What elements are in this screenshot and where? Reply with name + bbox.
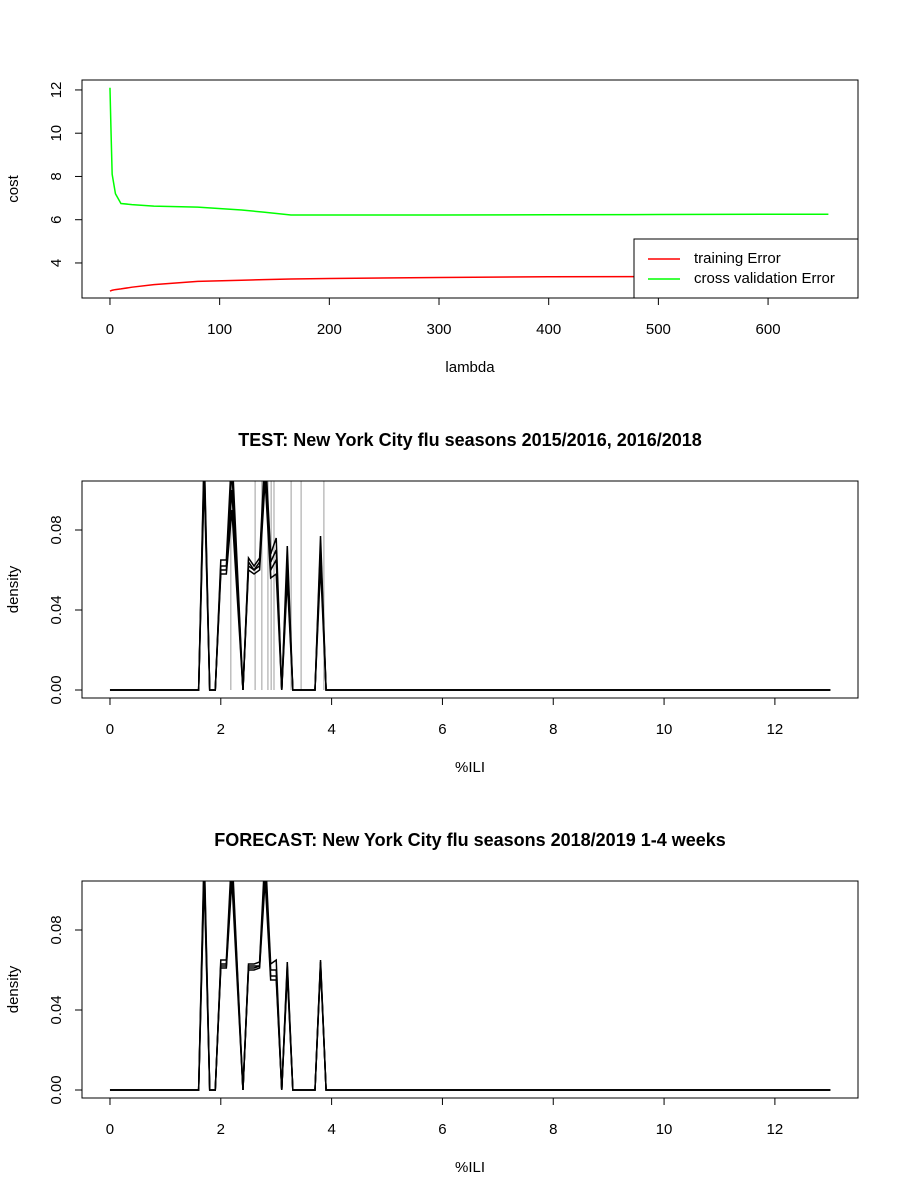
series-line [109, 881, 831, 1091]
x-tick-label: 2 [217, 1121, 225, 1138]
legend-label: training Error [694, 250, 781, 267]
legend-label: cross validation Error [694, 270, 835, 287]
y-tick-label: 12 [48, 82, 65, 99]
y-tick-label: 0.04 [48, 995, 65, 1024]
x-tick-label: 6 [438, 721, 446, 738]
legend-box [633, 238, 859, 299]
y-tick-label: 0.00 [48, 1075, 65, 1104]
x-tick-label: 200 [317, 321, 342, 338]
series-line [109, 481, 831, 691]
series-line [109, 481, 831, 691]
y-tick-label: 6 [48, 216, 65, 224]
x-axis-label: %ILI [455, 759, 485, 776]
series-line [109, 87, 829, 216]
plot-frame [81, 880, 859, 1099]
x-tick-label: 4 [327, 721, 335, 738]
x-axis-label: %ILI [455, 1159, 485, 1176]
chart-title: TEST: New York City flu seasons 2015/201… [238, 430, 702, 450]
x-tick-label: 4 [327, 1121, 335, 1138]
y-tick-label: 4 [48, 259, 65, 267]
y-tick-label: 0.04 [48, 595, 65, 624]
plot-area [109, 881, 831, 1091]
y-axis-label: density [5, 965, 22, 1013]
x-tick-label: 10 [656, 721, 673, 738]
plot-area [109, 481, 831, 691]
series-line [109, 881, 831, 1091]
x-tick-label: 0 [106, 721, 114, 738]
x-tick-label: 10 [656, 1121, 673, 1138]
plot-area [109, 87, 829, 292]
series-line [109, 881, 831, 1091]
y-tick-label: 8 [48, 172, 65, 180]
x-tick-label: 6 [438, 1121, 446, 1138]
y-axis-label: density [5, 565, 22, 613]
y-tick-label: 10 [48, 125, 65, 142]
x-tick-label: 300 [426, 321, 451, 338]
series-line [109, 481, 831, 691]
y-tick-label: 0.08 [48, 515, 65, 544]
x-tick-label: 0 [106, 1121, 114, 1138]
x-tick-label: 12 [767, 721, 784, 738]
x-tick-label: 0 [106, 321, 114, 338]
chart-title: FORECAST: New York City flu seasons 2018… [214, 830, 726, 850]
x-tick-label: 600 [756, 321, 781, 338]
x-tick-label: 500 [646, 321, 671, 338]
y-axis-label: cost [5, 174, 22, 202]
series-line [109, 481, 831, 691]
plot-frame [81, 480, 859, 699]
x-tick-label: 8 [549, 721, 557, 738]
x-axis-label: lambda [445, 359, 495, 376]
y-tick-label: 0.08 [48, 915, 65, 944]
x-tick-label: 8 [549, 1121, 557, 1138]
x-tick-label: 2 [217, 721, 225, 738]
series-line [109, 275, 829, 292]
series-line [109, 881, 831, 1091]
x-tick-label: 12 [767, 1121, 784, 1138]
x-tick-label: 100 [207, 321, 232, 338]
x-tick-label: 400 [536, 321, 561, 338]
y-tick-label: 0.00 [48, 675, 65, 704]
